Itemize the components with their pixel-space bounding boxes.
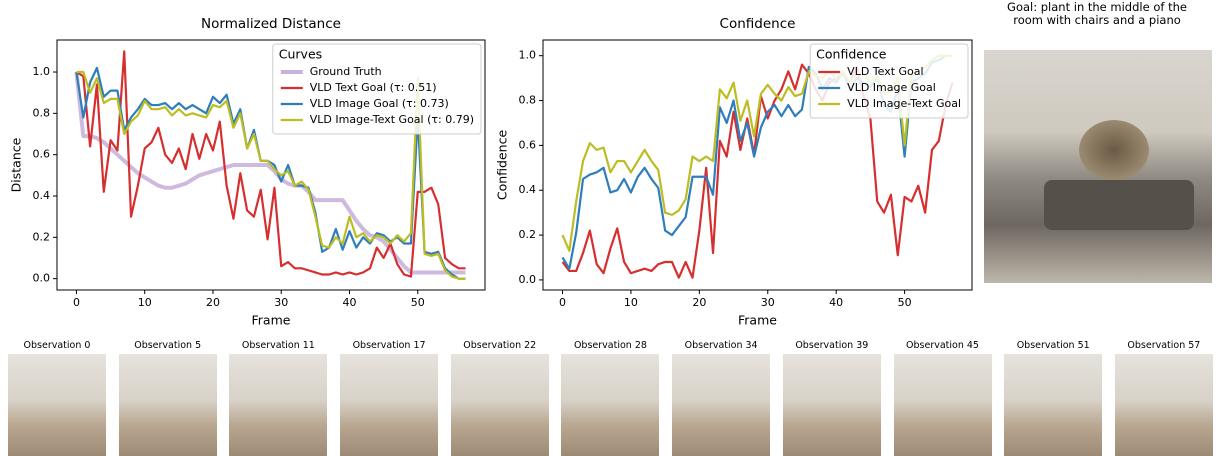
y-tick-label: 0.4 bbox=[33, 189, 51, 202]
observation-label: Observation 22 bbox=[463, 340, 537, 351]
legend: Confidence VLD Text Goal VLD Image Goal VLD… bbox=[809, 43, 969, 119]
x-tick-label: 50 bbox=[411, 296, 425, 309]
y-tick-label: 1.0 bbox=[519, 49, 537, 62]
observation: Observation 0 bbox=[8, 340, 106, 456]
x-tick-label: 40 bbox=[829, 296, 843, 309]
legend: Curves Ground Truth VLD Text Goal (τ: 0.51… bbox=[272, 43, 482, 135]
observation-image bbox=[340, 354, 439, 456]
y-tick-label: 0.8 bbox=[33, 106, 51, 119]
x-tick-label: 30 bbox=[761, 296, 775, 309]
y-tick-label: 0.2 bbox=[519, 228, 537, 241]
legend-label: VLD Image-Text Goal (τ: 0.79) bbox=[310, 113, 474, 126]
x-tick-label: 30 bbox=[274, 296, 288, 309]
observation-image bbox=[118, 354, 217, 456]
legend-label: VLD Text Goal (τ: 0.51) bbox=[310, 81, 437, 94]
observation-image bbox=[1004, 354, 1103, 456]
legend-label: VLD Image Goal (τ: 0.73) bbox=[310, 97, 449, 110]
series-line bbox=[75, 66, 466, 280]
legend-label: VLD Image Goal bbox=[847, 81, 936, 94]
goal-title: Goal: plant in the middle of the room wi… bbox=[1007, 0, 1187, 27]
observation-label: Observation 5 bbox=[134, 340, 202, 351]
y-tick-label: 1.0 bbox=[33, 65, 51, 78]
y-tick-label: 0.4 bbox=[519, 183, 537, 196]
observation: Observation 28 bbox=[561, 340, 660, 456]
x-tick-label: 10 bbox=[138, 296, 152, 309]
legend-label: VLD Image-Text Goal bbox=[847, 97, 961, 110]
x-tick-label: 50 bbox=[898, 296, 912, 309]
observation: Observation 34 bbox=[672, 340, 771, 456]
observation-image bbox=[893, 354, 992, 456]
x-axis-label: Frame bbox=[738, 313, 777, 328]
legend-box bbox=[272, 43, 482, 135]
y-axis-label: Distance bbox=[9, 137, 24, 192]
y-tick-label: 0.6 bbox=[33, 148, 51, 161]
legend-box bbox=[809, 43, 969, 119]
plot-frame bbox=[56, 39, 486, 291]
y-tick-label: 0.8 bbox=[519, 94, 537, 107]
observation: Observation 17 bbox=[340, 340, 439, 456]
plot-frame bbox=[542, 39, 973, 291]
series-line bbox=[74, 71, 466, 275]
x-tick-label: 10 bbox=[624, 296, 638, 309]
charts: 0 10 20 30 40 50 0.0 0.2 0.4 0.6 0.8 1.0 Normalized … bbox=[9, 16, 973, 328]
series-line bbox=[75, 50, 466, 278]
plot-lines bbox=[74, 50, 466, 280]
legend-label: VLD Text Goal bbox=[847, 65, 923, 78]
legend-title: Curves bbox=[279, 47, 322, 62]
observation: Observation 57 bbox=[1114, 340, 1213, 456]
observation: Observation 39 bbox=[782, 340, 881, 456]
observation-label: Observation 11 bbox=[241, 340, 315, 351]
observation-label: Observation 45 bbox=[906, 340, 979, 351]
chart-title: Confidence bbox=[720, 16, 796, 32]
y-axis-label: Confidence bbox=[495, 130, 510, 201]
observation-image bbox=[561, 354, 660, 456]
chart-title: Normalized Distance bbox=[201, 16, 341, 32]
observation: Observation 51 bbox=[1004, 340, 1103, 456]
series-line bbox=[76, 70, 466, 280]
observation-label: Observation 17 bbox=[352, 340, 426, 351]
goal-image bbox=[984, 50, 1212, 283]
observation-image bbox=[450, 354, 549, 456]
x-tick-label: 0 bbox=[559, 296, 566, 309]
observation-label: Observation 34 bbox=[684, 340, 758, 351]
observation: Observation 45 bbox=[893, 340, 992, 456]
observation: Observation 5 bbox=[118, 340, 217, 456]
y-tick-label: 0.6 bbox=[519, 138, 537, 151]
observation-image bbox=[672, 354, 771, 456]
y-tick-label: 0.0 bbox=[33, 272, 51, 285]
x-tick-label: 20 bbox=[692, 296, 706, 309]
x-tick-label: 40 bbox=[343, 296, 357, 309]
observation-image bbox=[8, 354, 106, 456]
y-tick-label: 0.2 bbox=[33, 230, 51, 243]
legend-label: Ground Truth bbox=[310, 65, 382, 78]
observation-image bbox=[1114, 354, 1213, 456]
observation-label: Observation 0 bbox=[23, 340, 91, 351]
y-tick-label: 0.0 bbox=[519, 273, 537, 286]
observation-image bbox=[782, 354, 881, 456]
series-line bbox=[561, 63, 954, 279]
observation: Observation 11 bbox=[229, 340, 328, 456]
legend-title: Confidence bbox=[816, 47, 887, 62]
x-tick-label: 20 bbox=[206, 296, 220, 309]
x-tick-label: 0 bbox=[73, 296, 80, 309]
observations: Observation 0 Observation 5 Observation 11… bbox=[8, 340, 1213, 456]
observation-image bbox=[229, 354, 328, 456]
observation-label: Observation 39 bbox=[795, 340, 869, 351]
x-axis-label: Frame bbox=[252, 313, 291, 328]
observation-label: Observation 28 bbox=[573, 340, 647, 351]
observation-label: Observation 57 bbox=[1127, 340, 1201, 351]
observation: Observation 22 bbox=[450, 340, 549, 456]
observation-label: Observation 51 bbox=[1016, 340, 1090, 351]
